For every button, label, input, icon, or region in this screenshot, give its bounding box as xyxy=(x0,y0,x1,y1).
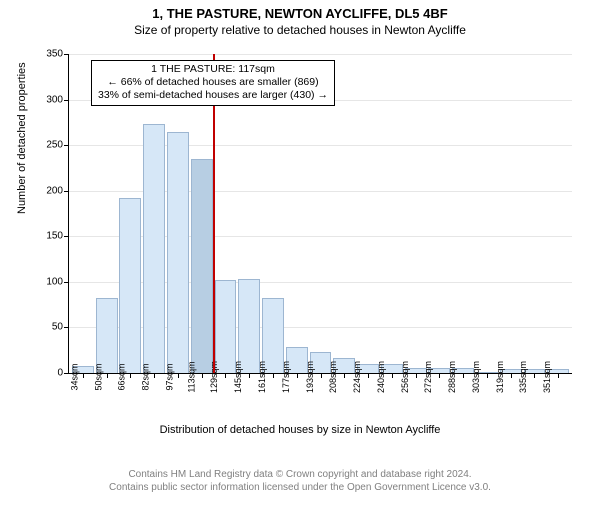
bar-slot: 256sqm xyxy=(404,54,428,373)
histogram-bar xyxy=(119,198,141,373)
x-tick-label: 288sqm xyxy=(447,361,457,393)
histogram-bar xyxy=(167,132,189,373)
x-tick-label: 319sqm xyxy=(495,361,505,393)
x-tick-label: 256sqm xyxy=(400,361,410,393)
bar-slot: 288sqm xyxy=(451,54,475,373)
y-tick-label: 250 xyxy=(46,140,69,151)
x-tick-label: 97sqm xyxy=(164,363,174,390)
x-tick-label: 351sqm xyxy=(542,361,552,393)
x-tick-label: 177sqm xyxy=(281,361,291,393)
x-tick-label: 240sqm xyxy=(376,361,386,393)
callout-line3: 33% of semi-detached houses are larger (… xyxy=(98,89,328,102)
y-tick-label: 300 xyxy=(46,94,69,105)
x-tick-label: 66sqm xyxy=(117,363,127,390)
histogram-bar xyxy=(96,298,118,373)
plot-area: 34sqm50sqm66sqm82sqm97sqm113sqm129sqm145… xyxy=(68,54,572,374)
bar-slot: 303sqm xyxy=(475,54,499,373)
y-axis-label: Number of detached properties xyxy=(16,62,28,214)
y-tick-label: 350 xyxy=(46,49,69,60)
x-tick-label: 303sqm xyxy=(471,361,481,393)
credits-line1: Contains HM Land Registry data © Crown c… xyxy=(0,468,600,481)
y-tick-label: 150 xyxy=(46,231,69,242)
page-title: 1, THE PASTURE, NEWTON AYCLIFFE, DL5 4BF xyxy=(0,6,600,21)
x-tick-label: 193sqm xyxy=(305,361,315,393)
bar-slot: 208sqm xyxy=(332,54,356,373)
bar-slot: 240sqm xyxy=(380,54,404,373)
x-tick-label: 335sqm xyxy=(518,361,528,393)
bar-slot: 335sqm xyxy=(523,54,547,373)
histogram-bar xyxy=(215,280,237,373)
page-subtitle: Size of property relative to detached ho… xyxy=(0,23,600,37)
bar-slot: 351sqm xyxy=(546,54,570,373)
marker-callout: 1 THE PASTURE: 117sqm ← 66% of detached … xyxy=(91,60,335,106)
x-tick-label: 161sqm xyxy=(257,361,267,393)
x-axis-label: Distribution of detached houses by size … xyxy=(0,424,600,436)
histogram-bar xyxy=(191,159,213,373)
bar-slot: 319sqm xyxy=(499,54,523,373)
bar-slot: 224sqm xyxy=(356,54,380,373)
histogram-chart: 34sqm50sqm66sqm82sqm97sqm113sqm129sqm145… xyxy=(68,54,572,374)
y-tick-label: 50 xyxy=(52,322,69,333)
x-tick-label: 272sqm xyxy=(423,361,433,393)
y-tick-label: 0 xyxy=(57,368,69,379)
credits-line2: Contains public sector information licen… xyxy=(0,481,600,494)
x-tick-label: 208sqm xyxy=(328,361,338,393)
x-tick-label: 224sqm xyxy=(352,361,362,393)
y-tick-label: 200 xyxy=(46,185,69,196)
x-tick-label: 50sqm xyxy=(93,363,103,390)
credits: Contains HM Land Registry data © Crown c… xyxy=(0,468,600,494)
callout-line1: 1 THE PASTURE: 117sqm xyxy=(98,63,328,76)
x-tick-label: 82sqm xyxy=(141,363,151,390)
y-tick-label: 100 xyxy=(46,276,69,287)
x-tick-label: 145sqm xyxy=(233,361,243,393)
x-tick-label: 113sqm xyxy=(186,361,196,392)
histogram-bar xyxy=(143,124,165,373)
bar-slot: 272sqm xyxy=(427,54,451,373)
callout-line2: ← 66% of detached houses are smaller (86… xyxy=(98,76,328,89)
x-tick-label: 34sqm xyxy=(69,363,79,390)
histogram-bar xyxy=(238,279,260,373)
